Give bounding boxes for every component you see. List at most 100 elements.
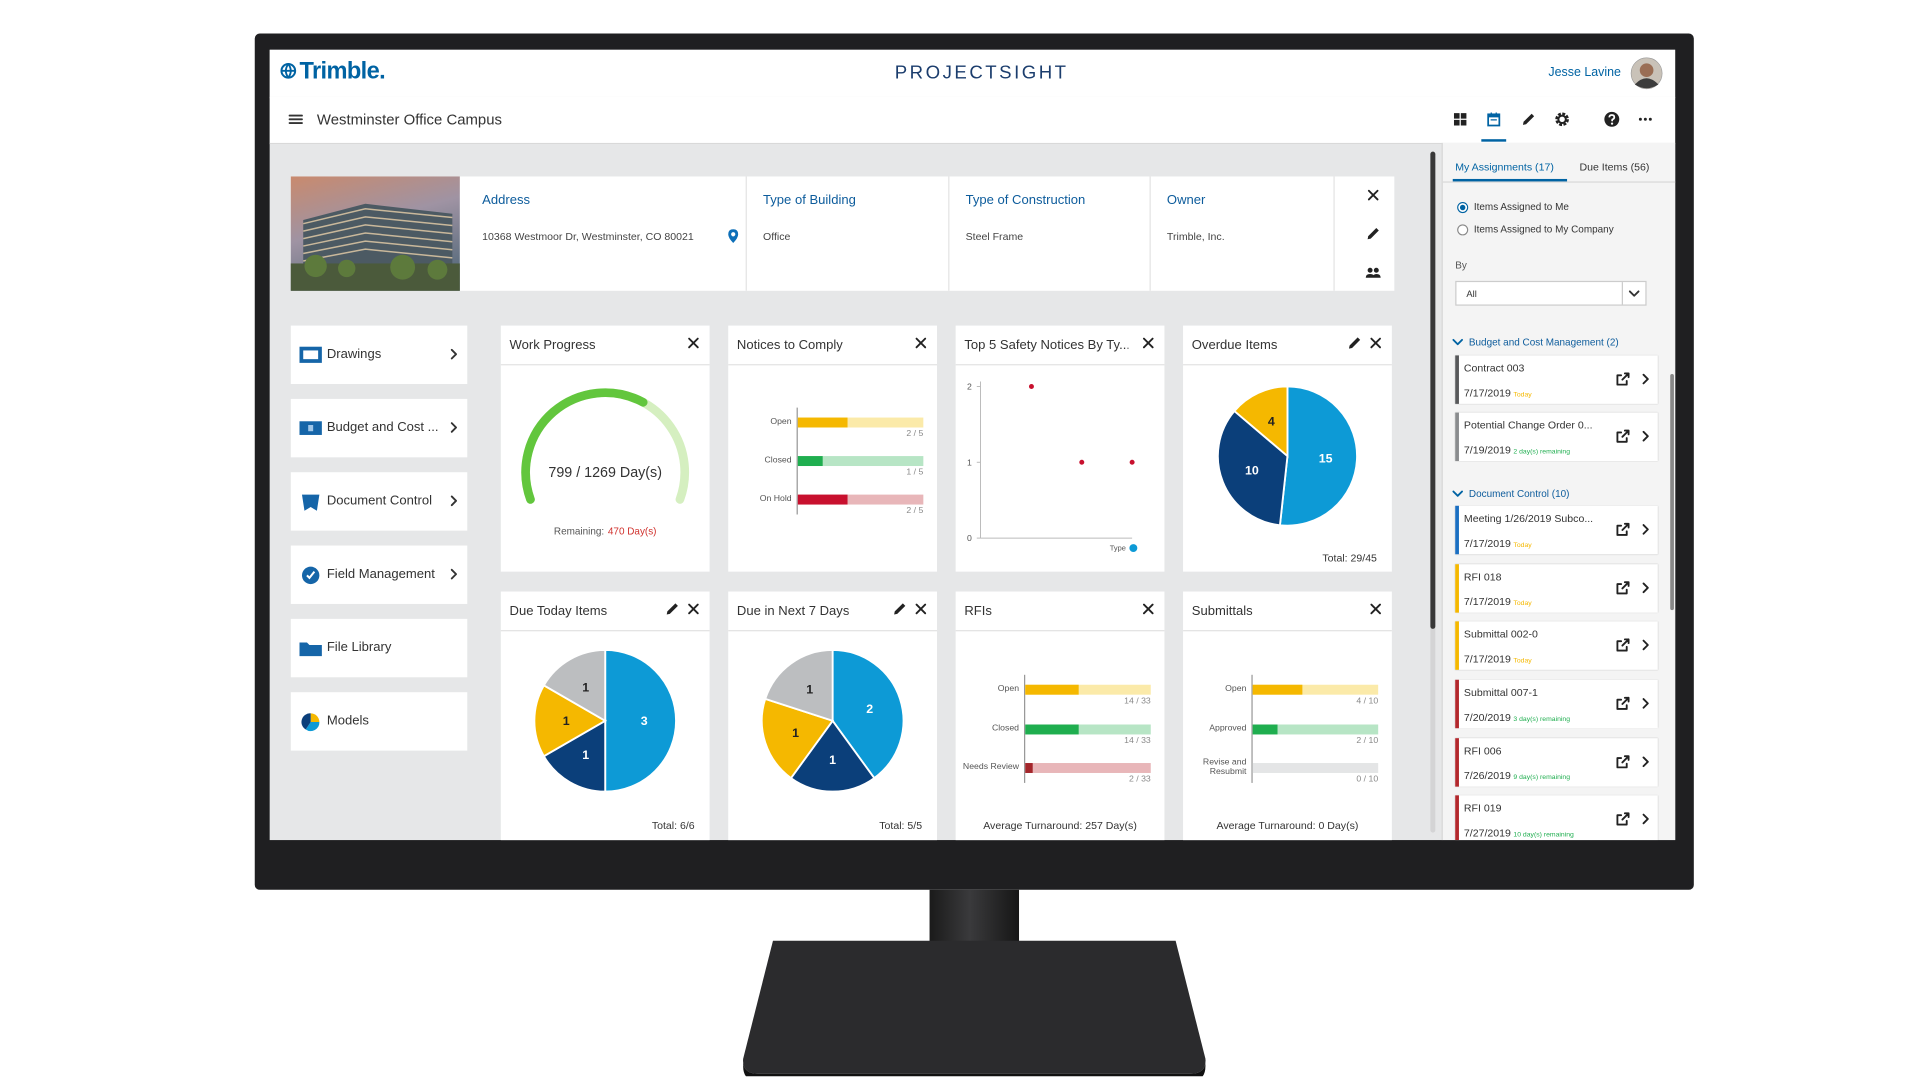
group-title[interactable]: Document Control (10) bbox=[1468, 488, 1570, 500]
pie-slice bbox=[1216, 409, 1289, 527]
icon-people[interactable] bbox=[1365, 263, 1382, 280]
item-status: 2 day(s) remaining bbox=[1513, 448, 1571, 457]
filter-select[interactable]: All bbox=[1455, 280, 1647, 306]
radio-label[interactable]: Items Assigned to Me bbox=[1473, 201, 1569, 213]
icon-ext[interactable] bbox=[1614, 695, 1631, 712]
bar-fill bbox=[1252, 724, 1278, 735]
icon-chevron[interactable] bbox=[1637, 753, 1654, 770]
icon-path bbox=[1638, 117, 1642, 121]
field-divider bbox=[745, 176, 747, 291]
icon-close[interactable] bbox=[685, 334, 702, 351]
widget: Top 5 Safety Notices By Ty... 0 1 2 Type bbox=[955, 325, 1165, 572]
icon-path bbox=[1522, 113, 1535, 125]
icon-chevdown bbox=[1628, 290, 1640, 297]
icon-cal[interactable] bbox=[1485, 111, 1502, 128]
icon-help[interactable] bbox=[1603, 111, 1620, 128]
icon-chevron[interactable] bbox=[1637, 427, 1654, 444]
icon-pencil[interactable] bbox=[1520, 111, 1537, 128]
bar-track bbox=[1025, 763, 1151, 773]
icon-chevdown bbox=[1452, 490, 1463, 497]
y-tick-label: 0 bbox=[967, 533, 972, 543]
tab-active[interactable]: My Assignments (17) bbox=[1455, 160, 1554, 173]
bar-fill bbox=[1252, 684, 1303, 695]
item-name: RFI 018 bbox=[1463, 570, 1502, 583]
nav-button[interactable]: Models bbox=[290, 692, 468, 751]
icon-chevron[interactable] bbox=[1637, 636, 1654, 653]
icon-chevdown bbox=[1452, 338, 1463, 346]
icon-ext[interactable] bbox=[1614, 579, 1631, 596]
nav-label: File Library bbox=[326, 640, 392, 655]
assignment-card[interactable]: Submittal 002-0 7/17/2019 Today bbox=[1455, 621, 1658, 670]
icon-pencil[interactable] bbox=[1365, 225, 1382, 242]
item-date: 7/17/2019 bbox=[1463, 652, 1511, 665]
icon-path bbox=[1616, 696, 1630, 710]
main-scrollbar-track bbox=[1430, 151, 1436, 833]
icon-path bbox=[1367, 189, 1379, 201]
icon-chevron[interactable] bbox=[1637, 521, 1654, 538]
icon-close[interactable] bbox=[685, 600, 702, 617]
icon-chevron[interactable] bbox=[1637, 579, 1654, 596]
base-shape bbox=[743, 940, 1206, 1074]
screen: Trimble. PROJECTSIGHT Jesse Lavine Westmins… bbox=[269, 49, 1676, 841]
icon-ext[interactable] bbox=[1614, 370, 1631, 387]
logo[interactable]: Trimble. bbox=[299, 58, 386, 85]
pie-slice bbox=[789, 719, 876, 793]
widget-title: Notices to Comply bbox=[736, 338, 843, 353]
assignment-card[interactable]: Potential Change Order 0... 7/19/2019 2 da… bbox=[1455, 412, 1658, 462]
assignment-card[interactable]: RFI 018 7/17/2019 Today bbox=[1455, 564, 1658, 613]
info-dot bbox=[1129, 544, 1138, 553]
assignment-card[interactable]: RFI 019 7/27/2019 10 day(s) remaining bbox=[1455, 795, 1658, 841]
icon-path bbox=[450, 348, 458, 360]
item-date-row: 7/17/2019 Today bbox=[1464, 537, 1532, 549]
user-name[interactable]: Jesse Lavine bbox=[1548, 65, 1621, 80]
icon-chevron[interactable] bbox=[1637, 370, 1654, 387]
icon-path bbox=[288, 114, 303, 124]
nav-button[interactable]: Field Management bbox=[290, 545, 468, 604]
icon-pencil[interactable] bbox=[891, 600, 908, 617]
icon-path bbox=[1452, 338, 1463, 346]
x-axis-label: Type bbox=[1110, 544, 1126, 553]
nav-button[interactable]: Budget and Cost ... bbox=[290, 398, 468, 458]
item-date: 7/17/2019 bbox=[1463, 386, 1511, 399]
bar-track bbox=[1252, 724, 1379, 735]
icon-close[interactable] bbox=[1140, 334, 1157, 351]
field-value: Steel Frame bbox=[965, 229, 1024, 243]
icon-close[interactable] bbox=[1367, 600, 1384, 617]
icon-close[interactable] bbox=[1367, 334, 1384, 351]
nav-button[interactable]: Document Control bbox=[290, 472, 468, 531]
tab[interactable]: Due Items (56) bbox=[1579, 160, 1650, 173]
assignment-card[interactable]: RFI 006 7/26/2019 9 day(s) remaining bbox=[1455, 738, 1658, 787]
group-title[interactable]: Budget and Cost Management (2) bbox=[1468, 336, 1619, 348]
icon-ext[interactable] bbox=[1614, 753, 1631, 770]
icon-ext[interactable] bbox=[1614, 636, 1631, 653]
icon-close[interactable] bbox=[912, 600, 929, 617]
icon-ext[interactable] bbox=[1614, 521, 1631, 538]
nav-button[interactable]: Drawings bbox=[290, 325, 468, 385]
photo-floor bbox=[303, 232, 453, 247]
assignment-card[interactable]: Contract 003 7/17/2019 Today bbox=[1455, 355, 1658, 404]
item-name: Potential Change Order 0... bbox=[1463, 418, 1593, 432]
assignment-card[interactable]: Meeting 1/26/2019 Subco... 7/17/2019 Today bbox=[1455, 505, 1658, 555]
icon-close[interactable] bbox=[1140, 600, 1157, 617]
top-bar: Trimble. PROJECTSIGHT Jesse Lavine bbox=[269, 49, 1676, 99]
icon-grid[interactable] bbox=[1451, 111, 1468, 128]
nav-icon bbox=[299, 346, 322, 363]
icon-menu[interactable] bbox=[287, 111, 304, 128]
nav-button[interactable]: File Library bbox=[290, 618, 468, 678]
icon-ext[interactable] bbox=[1614, 427, 1631, 444]
icon-path bbox=[1616, 372, 1630, 386]
radio-label[interactable]: Items Assigned to My Company bbox=[1473, 223, 1614, 235]
assignment-card[interactable]: Submittal 007-1 7/20/2019 3 day(s) remaini… bbox=[1455, 679, 1658, 729]
icon-pencil[interactable] bbox=[1346, 334, 1363, 351]
icon-chevron[interactable] bbox=[1637, 695, 1654, 712]
icon-chevron[interactable] bbox=[1637, 810, 1654, 827]
pie-slice bbox=[764, 649, 834, 723]
icon-gear[interactable] bbox=[1553, 111, 1570, 128]
icon-close[interactable] bbox=[1365, 186, 1382, 203]
icon-chevron bbox=[450, 495, 458, 507]
icon-dots[interactable] bbox=[1637, 111, 1654, 128]
icon-ext[interactable] bbox=[1614, 810, 1631, 827]
icon-close[interactable] bbox=[912, 334, 929, 351]
icon-pencil[interactable] bbox=[664, 600, 681, 617]
item-status: 9 day(s) remaining bbox=[1513, 774, 1571, 782]
